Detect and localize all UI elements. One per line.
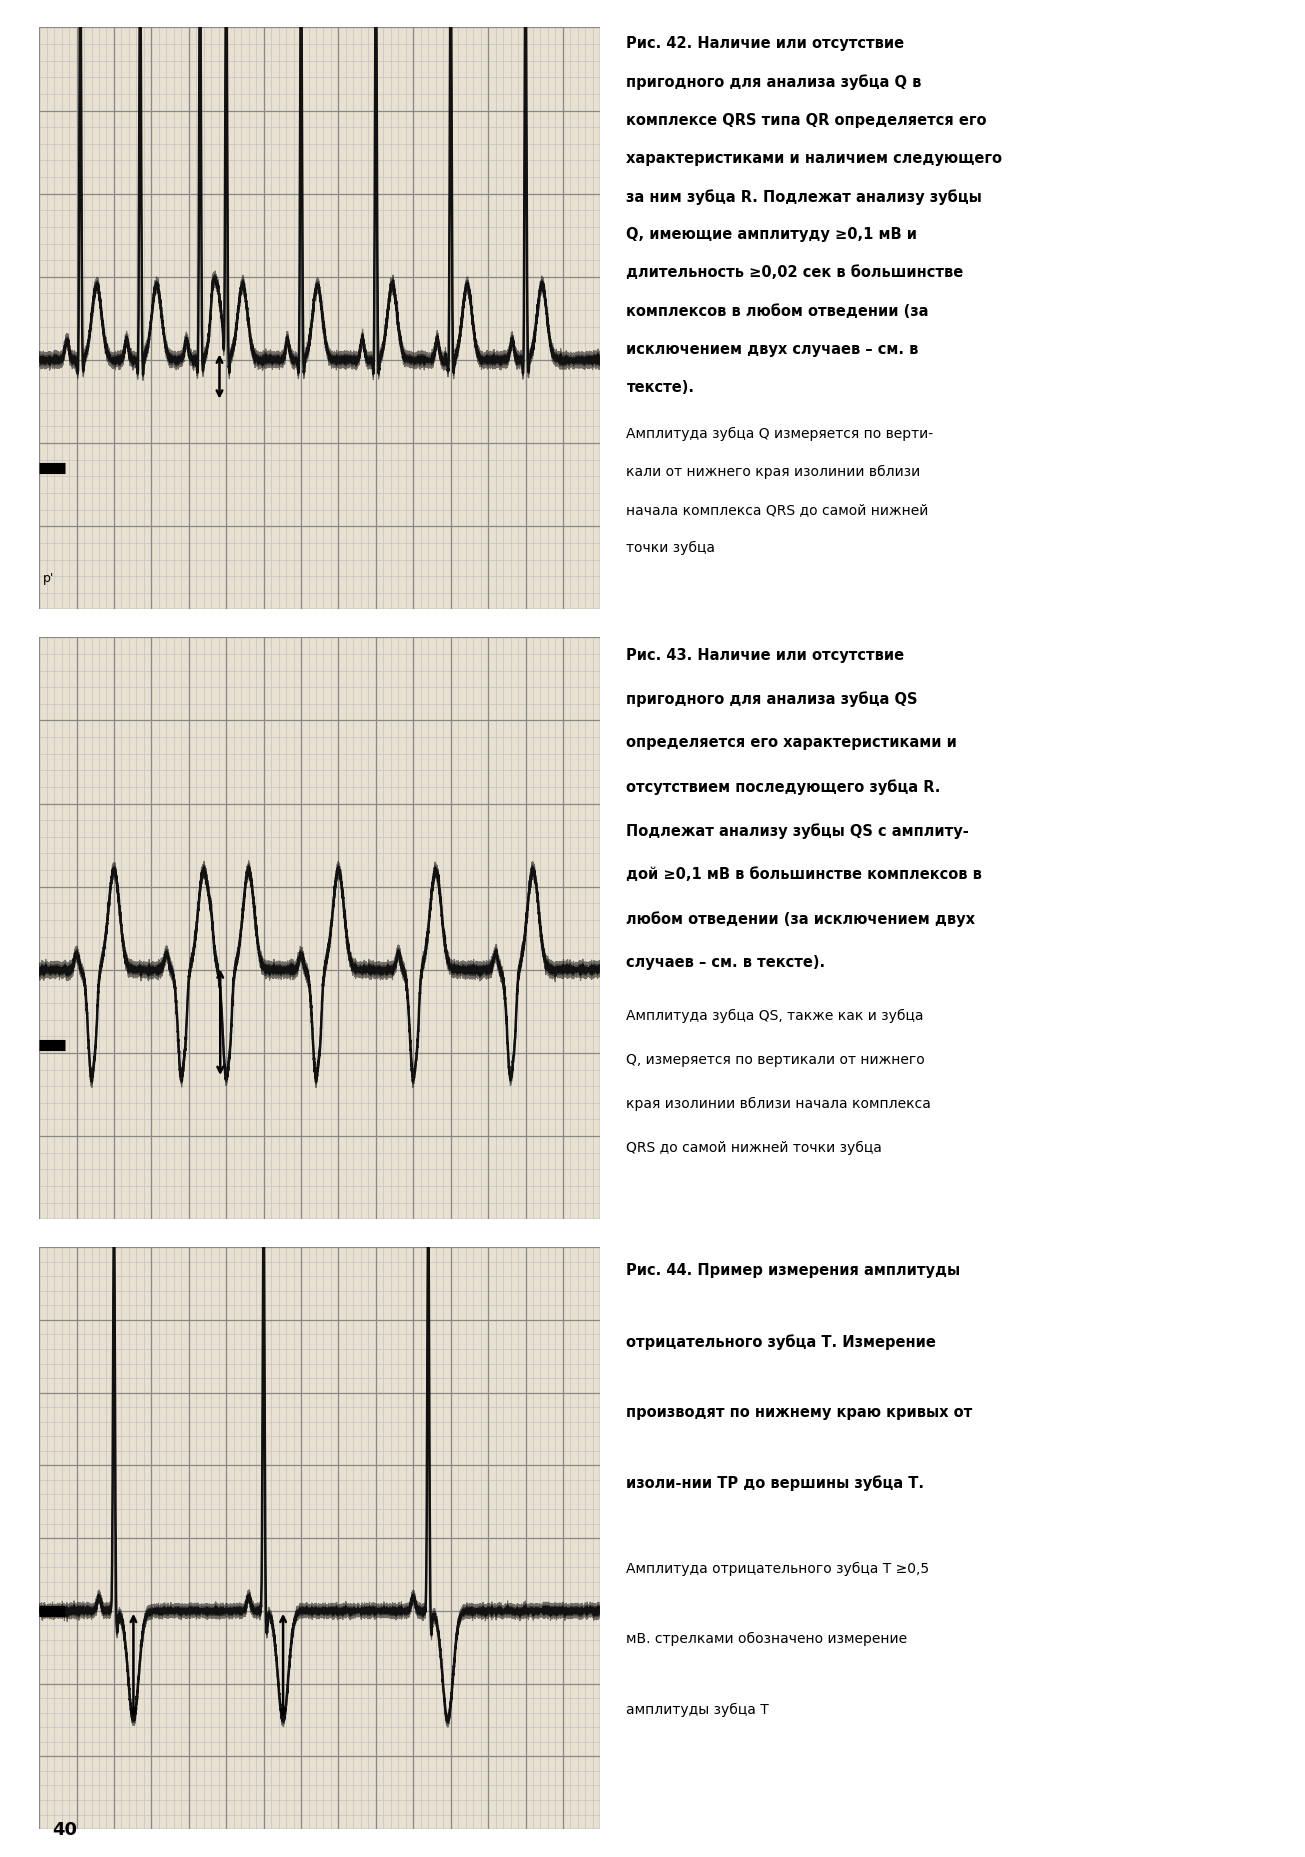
Text: комплексов в любом отведении (за: комплексов в любом отведении (за bbox=[626, 303, 929, 319]
Text: QRS до самой нижней точки зубца: QRS до самой нижней точки зубца bbox=[626, 1140, 882, 1155]
Text: р': р' bbox=[43, 572, 55, 585]
Text: Q, имеющие амплитуду ≥0,1 мВ и: Q, имеющие амплитуду ≥0,1 мВ и bbox=[626, 227, 917, 241]
Text: Амплитуда отрицательного зубца Т ≥0,5: Амплитуда отрицательного зубца Т ≥0,5 bbox=[626, 1562, 929, 1575]
Text: края изолинии вблизи начала комплекса: края изолинии вблизи начала комплекса bbox=[626, 1096, 932, 1110]
Text: определяется его характеристиками и: определяется его характеристиками и bbox=[626, 735, 958, 750]
Text: кали от нижнего края изолинии вблизи: кали от нижнего края изолинии вблизи bbox=[626, 464, 920, 479]
Text: Подлежат анализу зубцы QS с амплиту-: Подлежат анализу зубцы QS с амплиту- bbox=[626, 823, 970, 839]
Text: Амплитуда зубца Q измеряется по верти-: Амплитуда зубца Q измеряется по верти- bbox=[626, 427, 933, 440]
Text: Q, измеряется по вертикали от нижнего: Q, измеряется по вертикали от нижнего bbox=[626, 1053, 925, 1066]
Text: любом отведении (за исключением двух: любом отведении (за исключением двух bbox=[626, 912, 975, 927]
Text: пригодного для анализа зубца QS: пригодного для анализа зубца QS bbox=[626, 691, 917, 708]
Text: амплитуды зубца Т: амплитуды зубца Т bbox=[626, 1703, 769, 1716]
Text: отрицательного зубца Т. Измерение: отрицательного зубца Т. Измерение bbox=[626, 1333, 936, 1350]
Text: мВ. стрелками обозначено измерение: мВ. стрелками обозначено измерение bbox=[626, 1632, 907, 1645]
Text: изоли-нии ТР до вершины зубца Т.: изоли-нии ТР до вершины зубца Т. bbox=[626, 1474, 924, 1491]
Text: длительность ≥0,02 сек в большинстве: длительность ≥0,02 сек в большинстве bbox=[626, 266, 963, 280]
Text: комплексе QRS типа QR определяется его: комплексе QRS типа QR определяется его bbox=[626, 113, 987, 128]
Text: отсутствием последующего зубца R.: отсутствием последующего зубца R. bbox=[626, 780, 941, 795]
Text: 40: 40 bbox=[52, 1820, 77, 1838]
Text: за ним зубца R. Подлежат анализу зубцы: за ним зубца R. Подлежат анализу зубцы bbox=[626, 189, 983, 204]
Text: Рис. 42. Наличие или отсутствие: Рис. 42. Наличие или отсутствие bbox=[626, 37, 904, 52]
Text: начала комплекса QRS до самой нижней: начала комплекса QRS до самой нижней bbox=[626, 503, 929, 516]
Text: пригодного для анализа зубца Q в: пригодного для анализа зубца Q в bbox=[626, 74, 921, 91]
Text: дой ≥0,1 мВ в большинстве комплексов в: дой ≥0,1 мВ в большинстве комплексов в bbox=[626, 867, 983, 882]
Text: тексте).: тексте). bbox=[626, 381, 694, 396]
Text: характеристиками и наличием следующего: характеристиками и наличием следующего bbox=[626, 150, 1002, 165]
Text: Амплитуда зубца QS, также как и зубца: Амплитуда зубца QS, также как и зубца bbox=[626, 1008, 924, 1023]
Text: случаев – см. в тексте).: случаев – см. в тексте). bbox=[626, 954, 826, 969]
Text: точки зубца: точки зубца bbox=[626, 540, 715, 555]
Text: Рис. 44. Пример измерения амплитуды: Рис. 44. Пример измерения амплитуды bbox=[626, 1263, 960, 1278]
Text: исключением двух случаев – см. в: исключением двух случаев – см. в bbox=[626, 342, 919, 357]
Text: Рис. 43. Наличие или отсутствие: Рис. 43. Наличие или отсутствие bbox=[626, 648, 904, 663]
Text: производят по нижнему краю кривых от: производят по нижнему краю кривых от bbox=[626, 1404, 972, 1419]
